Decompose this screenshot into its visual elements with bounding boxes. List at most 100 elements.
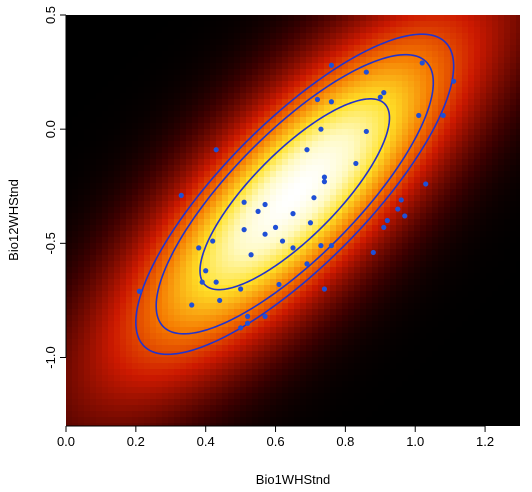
heatmap-cell bbox=[456, 321, 463, 328]
heatmap-cell bbox=[444, 225, 451, 232]
heatmap-cell bbox=[492, 297, 499, 304]
heatmap-cell bbox=[450, 351, 457, 358]
heatmap-cell bbox=[90, 381, 97, 388]
heatmap-cell bbox=[318, 357, 325, 364]
heatmap-cell bbox=[252, 207, 259, 214]
heatmap-cell bbox=[462, 303, 469, 310]
heatmap-cell bbox=[504, 375, 511, 382]
heatmap-cell bbox=[240, 291, 247, 298]
heatmap-cell bbox=[198, 117, 205, 124]
heatmap-cell bbox=[300, 129, 307, 136]
heatmap-cell bbox=[78, 219, 85, 226]
heatmap-cell bbox=[276, 405, 283, 412]
heatmap-cell bbox=[138, 201, 145, 208]
heatmap-cell bbox=[246, 255, 253, 262]
heatmap-cell bbox=[216, 327, 223, 334]
heatmap-cell bbox=[432, 267, 439, 274]
heatmap-cell bbox=[192, 333, 199, 340]
heatmap-cell bbox=[480, 153, 487, 160]
heatmap-cell bbox=[474, 153, 481, 160]
heatmap-cell bbox=[72, 81, 79, 88]
heatmap-cell bbox=[408, 327, 415, 334]
heatmap-cell bbox=[246, 291, 253, 298]
heatmap-cell bbox=[414, 399, 421, 406]
heatmap-cell bbox=[186, 357, 193, 364]
heatmap-cell bbox=[318, 333, 325, 340]
heatmap-cell bbox=[264, 297, 271, 304]
heatmap-cell bbox=[324, 75, 331, 82]
heatmap-cell bbox=[108, 231, 115, 238]
heatmap-cell bbox=[408, 81, 415, 88]
heatmap-cell bbox=[402, 351, 409, 358]
heatmap-cell bbox=[486, 285, 493, 292]
heatmap-cell bbox=[456, 213, 463, 220]
heatmap-cell bbox=[384, 231, 391, 238]
heatmap-cell bbox=[72, 129, 79, 136]
heatmap-cell bbox=[114, 315, 121, 322]
heatmap-cell bbox=[102, 63, 109, 70]
heatmap-cell bbox=[480, 297, 487, 304]
heatmap-cell bbox=[426, 249, 433, 256]
heatmap-cell bbox=[438, 333, 445, 340]
heatmap-cell bbox=[210, 333, 217, 340]
heatmap-cell bbox=[510, 111, 517, 118]
heatmap-cell bbox=[138, 93, 145, 100]
heatmap-cell bbox=[138, 45, 145, 52]
heatmap-cell bbox=[378, 363, 385, 370]
heatmap-cell bbox=[234, 57, 241, 64]
heatmap-cell bbox=[510, 249, 517, 256]
heatmap-cell bbox=[96, 297, 103, 304]
heatmap-cell bbox=[426, 45, 433, 52]
heatmap-cell bbox=[216, 147, 223, 154]
heatmap-cell bbox=[486, 105, 493, 112]
heatmap-cell bbox=[396, 21, 403, 28]
heatmap-cell bbox=[168, 111, 175, 118]
heatmap-cell bbox=[474, 33, 481, 40]
heatmap-cell bbox=[366, 153, 373, 160]
heatmap-cell bbox=[150, 87, 157, 94]
heatmap-cell bbox=[102, 297, 109, 304]
heatmap-cell bbox=[510, 333, 517, 340]
heatmap-cell bbox=[282, 213, 289, 220]
heatmap-cell bbox=[462, 279, 469, 286]
heatmap-cell bbox=[144, 297, 151, 304]
heatmap-cell bbox=[438, 27, 445, 34]
heatmap-cell bbox=[498, 111, 505, 118]
heatmap-cell bbox=[396, 351, 403, 358]
heatmap-cell bbox=[258, 363, 265, 370]
heatmap-cell bbox=[318, 57, 325, 64]
heatmap-cell bbox=[336, 285, 343, 292]
heatmap-cell bbox=[504, 153, 511, 160]
heatmap-cell bbox=[264, 195, 271, 202]
heatmap-cell bbox=[468, 39, 475, 46]
heatmap-cell bbox=[240, 177, 247, 184]
heatmap-cell bbox=[138, 105, 145, 112]
heatmap-cell bbox=[348, 285, 355, 292]
heatmap-cell bbox=[234, 123, 241, 130]
heatmap-cell bbox=[438, 171, 445, 178]
heatmap-cell bbox=[288, 393, 295, 400]
heatmap-cell bbox=[426, 357, 433, 364]
heatmap-cell bbox=[126, 195, 133, 202]
heatmap-cell bbox=[276, 69, 283, 76]
heatmap-cell bbox=[402, 141, 409, 148]
heatmap-cell bbox=[378, 75, 385, 82]
heatmap-cell bbox=[198, 207, 205, 214]
heatmap-cell bbox=[450, 51, 457, 58]
heatmap-cell bbox=[114, 357, 121, 364]
heatmap-cell bbox=[372, 327, 379, 334]
heatmap-cell bbox=[378, 285, 385, 292]
heatmap-cell bbox=[198, 393, 205, 400]
heatmap-cell bbox=[78, 303, 85, 310]
heatmap-cell bbox=[72, 51, 79, 58]
heatmap-cell bbox=[450, 249, 457, 256]
heatmap-cell bbox=[360, 183, 367, 190]
heatmap-cell bbox=[468, 237, 475, 244]
heatmap-cell bbox=[282, 327, 289, 334]
heatmap-cell bbox=[240, 57, 247, 64]
heatmap-cell bbox=[144, 303, 151, 310]
heatmap-cell bbox=[354, 105, 361, 112]
heatmap-cell bbox=[282, 303, 289, 310]
heatmap-cell bbox=[228, 57, 235, 64]
